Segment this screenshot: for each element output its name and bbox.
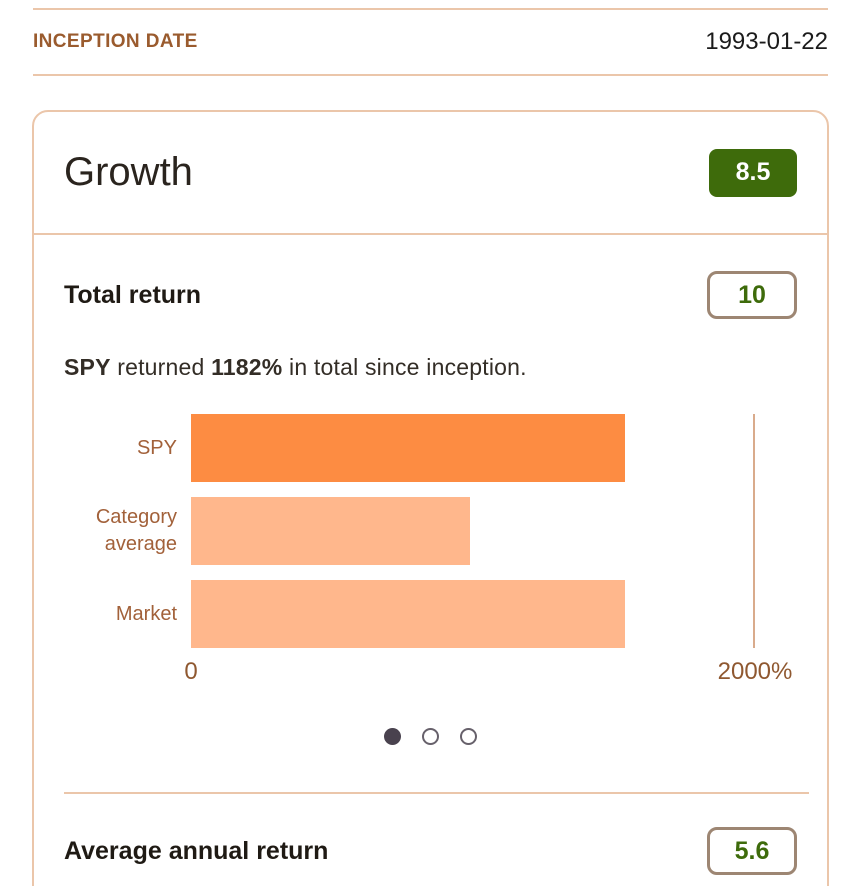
- description-text-end: in total since inception.: [282, 354, 527, 380]
- growth-card: Growth 8.5 Total return 10 SPY returned …: [32, 110, 829, 886]
- x-axis-tick-min: 0: [184, 658, 198, 685]
- growth-score-badge: 8.5: [709, 148, 797, 197]
- bar-chart-x-axis: 0 2000%: [184, 658, 792, 686]
- inception-date-row: INCEPTION DATE 1993-01-22: [33, 8, 828, 76]
- average-annual-return-title: Average annual return: [64, 836, 329, 865]
- carousel-dot-1-active[interactable]: [384, 728, 401, 745]
- total-return-description: SPY returned 1182% in total since incept…: [64, 354, 797, 381]
- inception-date-value: 1993-01-22: [705, 28, 828, 55]
- bar-spy: [191, 414, 626, 482]
- description-ticker: SPY: [64, 354, 111, 380]
- bar-category-average: [191, 497, 471, 565]
- bar-chart-category-labels: SPY Category average Market: [64, 414, 191, 648]
- bar-chart-plot-area: [191, 414, 755, 648]
- average-annual-return-row: Average annual return 5.6: [64, 827, 797, 875]
- bar-label-category-average: Category average: [95, 506, 177, 555]
- carousel-dots: [64, 728, 797, 745]
- bar-market: [191, 580, 626, 648]
- section-divider: [64, 792, 809, 794]
- carousel-dot-2[interactable]: [422, 728, 439, 745]
- bar-label-spy: SPY: [136, 436, 177, 459]
- carousel-dot-3[interactable]: [460, 728, 477, 745]
- growth-card-header: Growth 8.5: [34, 112, 827, 235]
- description-return-value: 1182%: [211, 354, 283, 380]
- bar-label-market: Market: [115, 602, 177, 625]
- x-axis-tick-max: 2000%: [717, 658, 793, 685]
- card-title: Growth: [64, 150, 193, 194]
- total-return-row: Total return 10: [64, 271, 797, 319]
- growth-card-body: Total return 10 SPY returned 1182% in to…: [34, 271, 827, 875]
- description-text: returned: [110, 354, 212, 380]
- total-return-title: Total return: [64, 280, 202, 309]
- average-annual-return-score-badge: 5.6: [707, 827, 797, 875]
- total-return-score-badge: 10: [707, 271, 797, 319]
- axis-max-gridline: [753, 414, 755, 648]
- total-return-bar-chart: SPY Category average Market: [64, 414, 797, 648]
- inception-date-label: INCEPTION DATE: [33, 31, 198, 52]
